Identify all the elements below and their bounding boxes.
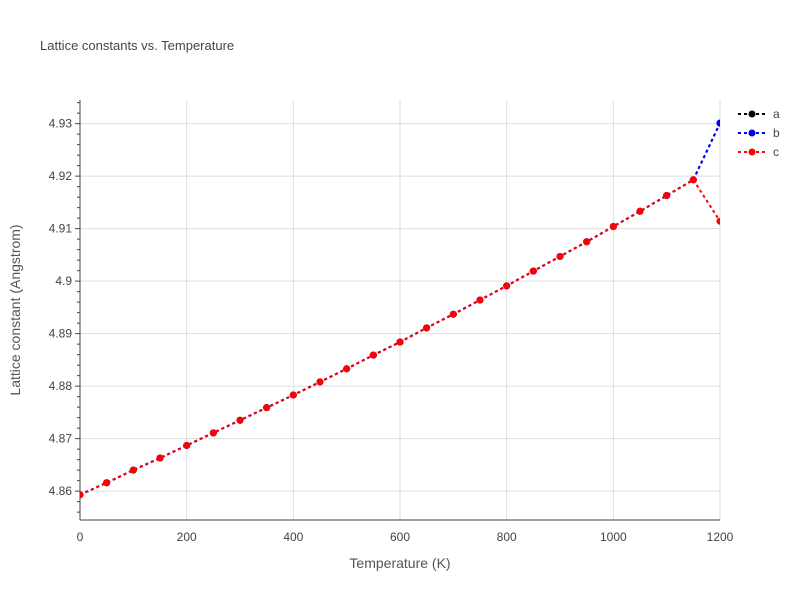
axes: 0 200 400 600 800 1000 1200 4.86 4.87 4.88 4.89 4.9… <box>49 100 734 544</box>
data-point-c <box>236 416 244 424</box>
legend-label: c <box>773 145 779 159</box>
legend-item-c[interactable]: c <box>738 145 779 159</box>
grid-lines <box>80 100 721 520</box>
data-point-c <box>529 267 537 275</box>
data-point-c <box>423 324 431 332</box>
data-point-c <box>316 378 324 386</box>
data-point-c <box>156 454 164 462</box>
y-tick-label: 4.86 <box>49 484 73 498</box>
legend-label: b <box>773 126 780 140</box>
x-axis-title: Temperature (K) <box>349 555 450 571</box>
x-tick-label: 0 <box>77 530 84 544</box>
y-tick-label: 4.91 <box>49 222 73 236</box>
data-point-c <box>80 491 84 499</box>
data-point-c <box>343 365 351 373</box>
legend-label: a <box>773 107 780 121</box>
data-point-c <box>289 391 297 399</box>
data-point-c <box>609 223 617 231</box>
data-point-c <box>369 351 377 359</box>
y-axis-title: Lattice constant (Angstrom) <box>7 224 23 395</box>
chart-title: Lattice constants vs. Temperature <box>40 38 234 53</box>
x-tick-label: 200 <box>177 530 197 544</box>
data-point-c <box>476 296 484 304</box>
data-point-c <box>263 404 271 412</box>
data-point-c <box>449 310 457 318</box>
data-point-c <box>556 252 564 260</box>
legend-item-b[interactable]: b <box>738 126 780 140</box>
y-tick-label: 4.89 <box>49 327 73 341</box>
y-tick-label: 4.9 <box>55 274 72 288</box>
data-point-c <box>583 238 591 246</box>
data-point-c <box>183 441 191 449</box>
x-tick-label: 1000 <box>600 530 627 544</box>
legend-marker <box>748 110 756 118</box>
series-c <box>80 176 720 499</box>
legend[interactable]: abc <box>738 107 780 159</box>
legend-item-a[interactable]: a <box>738 107 780 121</box>
legend-marker <box>748 148 756 156</box>
data-point-c <box>716 217 720 225</box>
data-point-c <box>689 176 697 184</box>
data-point-c <box>103 479 111 487</box>
y-tick-label: 4.88 <box>49 379 73 393</box>
data-point-c <box>663 192 671 200</box>
y-tick-label: 4.87 <box>49 432 73 446</box>
y-tick-label: 4.92 <box>49 169 73 183</box>
data-point-c <box>636 207 644 215</box>
data-point-c <box>503 282 511 290</box>
data-point-c <box>396 338 404 346</box>
legend-marker <box>748 129 756 137</box>
data-point-c <box>129 466 137 474</box>
data-point-b <box>716 119 720 127</box>
data-point-c <box>209 429 217 437</box>
series-layer <box>80 119 720 499</box>
x-tick-label: 400 <box>283 530 303 544</box>
y-tick-label: 4.93 <box>49 117 73 131</box>
x-tick-label: 800 <box>497 530 517 544</box>
x-tick-label: 600 <box>390 530 410 544</box>
x-tick-label: 1200 <box>707 530 734 544</box>
